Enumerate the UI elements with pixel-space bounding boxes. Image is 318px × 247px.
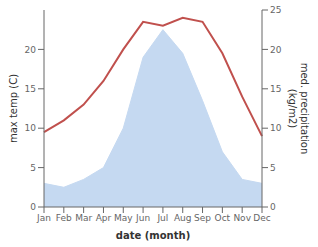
svg-text:med. precipitation(kg/m2): med. precipitation(kg/m2) — [287, 63, 310, 155]
svg-text:5: 5 — [270, 163, 276, 173]
svg-text:20: 20 — [270, 45, 282, 55]
svg-text:25: 25 — [270, 5, 281, 15]
svg-text:10: 10 — [270, 123, 282, 133]
svg-text:Oct: Oct — [215, 213, 231, 223]
svg-text:Aug: Aug — [174, 213, 192, 223]
svg-text:10: 10 — [25, 123, 37, 133]
svg-text:Apr: Apr — [96, 213, 112, 223]
svg-text:5: 5 — [30, 163, 36, 173]
svg-text:Sep: Sep — [194, 213, 211, 223]
svg-text:Feb: Feb — [56, 213, 72, 223]
svg-text:15: 15 — [25, 84, 36, 94]
svg-text:Jun: Jun — [135, 213, 150, 223]
svg-text:max temp (C): max temp (C) — [8, 74, 19, 143]
svg-text:Dec: Dec — [253, 213, 270, 223]
svg-text:0: 0 — [270, 202, 276, 212]
svg-text:20: 20 — [25, 45, 37, 55]
svg-text:0: 0 — [30, 202, 36, 212]
svg-text:date (month): date (month) — [116, 230, 190, 241]
svg-text:15: 15 — [270, 84, 281, 94]
svg-text:Jul: Jul — [156, 213, 168, 223]
svg-text:Jan: Jan — [36, 213, 51, 223]
svg-text:Mar: Mar — [75, 213, 92, 223]
svg-text:Nov: Nov — [233, 213, 251, 223]
svg-text:May: May — [114, 213, 133, 223]
